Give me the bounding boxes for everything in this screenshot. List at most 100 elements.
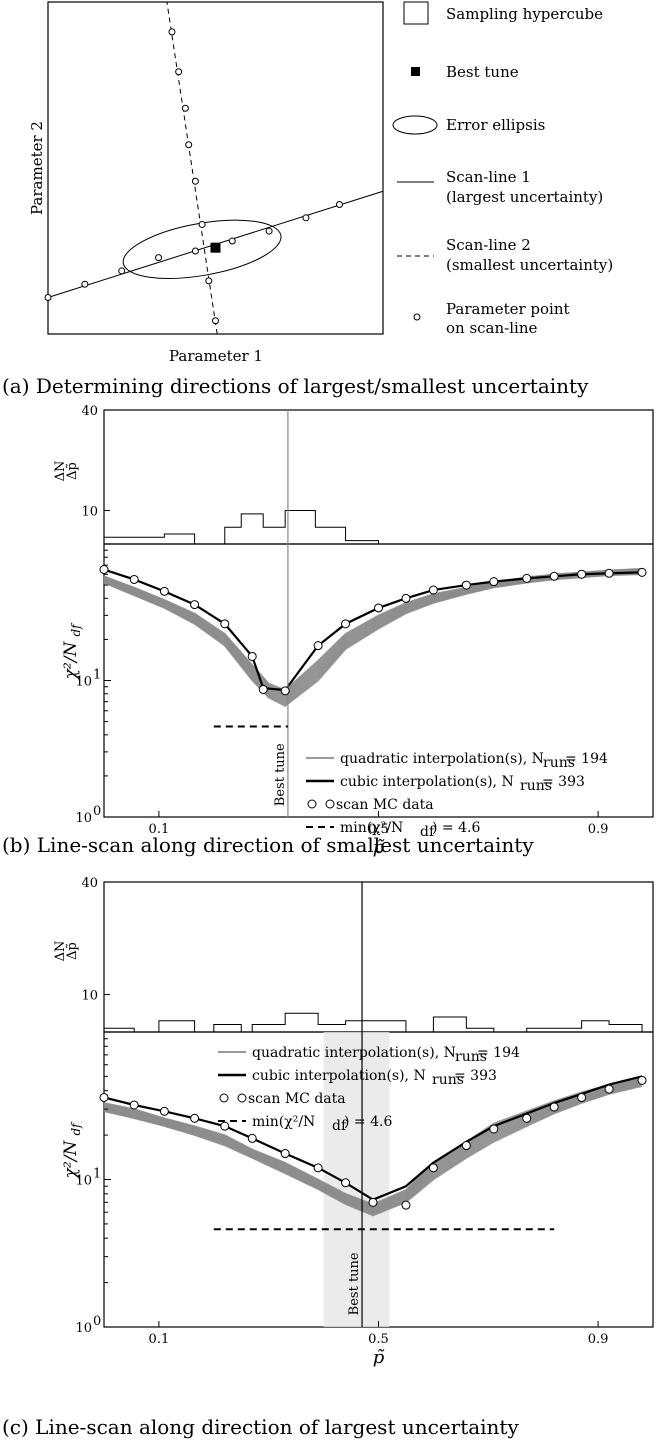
- y-tick-exponent: 0: [93, 1314, 101, 1329]
- histogram-outline: [103, 510, 379, 545]
- scan-mc-data-point: [247, 1133, 257, 1143]
- scan-line-1-point: [44, 293, 52, 301]
- legend-quadratic-label: quadratic interpolation(s), N: [252, 1045, 456, 1061]
- scan-mc-data-point: [604, 1084, 614, 1094]
- legend-data-label: scan MC data: [336, 797, 434, 813]
- chi2-axis-label: χ²/N df: [61, 1121, 83, 1180]
- legend-data-label: scan MC data: [248, 1091, 346, 1107]
- scan-line-2-point: [181, 104, 189, 112]
- panel-b-caption: (b) Line-scan along direction of smalles…: [2, 833, 534, 857]
- y-tick-exponent: 0: [93, 804, 101, 819]
- legend-scan-line-1-sub: (largest uncertainty): [446, 188, 603, 206]
- hist-y-tick-label: 10: [81, 989, 98, 1004]
- scan-mc-data-point: [99, 1092, 109, 1102]
- legend-cubic-label: cubic interpolation(s), N: [252, 1068, 426, 1084]
- scan-mc-data-point: [604, 568, 614, 578]
- best-tune-label: Best tune: [273, 743, 288, 806]
- legend-data-symbol: [307, 799, 317, 809]
- scan-mc-data-point: [401, 593, 411, 603]
- scan-mc-data-point: [401, 1200, 411, 1210]
- legend-min-value: ) = 4.6: [432, 820, 480, 836]
- scan-mc-data-point: [280, 1149, 290, 1159]
- scan-mc-data-point: [280, 686, 290, 696]
- legend-parameter-point-sub: on scan-line: [446, 319, 537, 337]
- x-tick-label: 0.9: [588, 1332, 609, 1347]
- scan-mc-data-point: [341, 1178, 351, 1188]
- histogram-outline: [103, 1012, 643, 1033]
- legend-min-value: ) = 4.6: [344, 1114, 392, 1130]
- p-tilde-axis-label: p̃: [373, 1347, 385, 1368]
- quadratic-interpolation-line: [103, 567, 643, 692]
- y-tick-label: 10: [75, 811, 92, 826]
- legend-min-label: min(χ²/N: [340, 820, 403, 836]
- scan-line-2-point: [175, 68, 183, 76]
- legend-min-sub: df: [420, 824, 436, 840]
- quadratic-interpolation-line: [103, 571, 643, 702]
- legend-best-tune-symbol: [411, 67, 420, 76]
- panel-c-caption: (c) Line-scan along direction of largest…: [2, 1415, 519, 1439]
- quadratic-interpolation-line: [103, 570, 643, 700]
- scan-line-2-point: [205, 277, 213, 285]
- scan-mc-data-point: [368, 1197, 378, 1207]
- chi2-axis-label-text: χ²/N: [61, 641, 81, 681]
- scan-line-1-point: [81, 280, 89, 288]
- scan-mc-data-point: [549, 571, 559, 581]
- scan-line-1-point: [302, 214, 310, 222]
- p-tilde-axis-label: p̃: [373, 837, 385, 858]
- quadratic-interpolation-line: [103, 573, 643, 706]
- legend-quadratic-sub: runs: [543, 755, 575, 771]
- best-tune-marker: [210, 242, 221, 253]
- scan-line-1-point: [335, 201, 343, 209]
- scan-mc-data-point: [489, 1124, 499, 1134]
- legend-scan-line-2-title: Scan-line 2: [446, 236, 531, 254]
- histogram-frame: [103, 881, 654, 1033]
- y-tick-label: 10: [75, 1174, 92, 1189]
- scan-line-2-point: [185, 141, 193, 149]
- legend-ellipse-symbol: [392, 115, 438, 135]
- scan-mc-data-point: [549, 1102, 559, 1112]
- parameter-2-axis-label: Parameter 2: [28, 121, 46, 215]
- scan-mc-data-point: [190, 1113, 200, 1123]
- scan-mc-data-point: [190, 600, 200, 610]
- chi2-axis-label-sub: df: [69, 622, 83, 637]
- error-ellipse: [122, 219, 282, 279]
- scan-mc-data-point: [159, 586, 169, 596]
- best-tune-label: Best tune: [347, 1252, 362, 1315]
- quadratic-interpolation-line: [103, 572, 643, 705]
- quadratic-interpolation-line: [103, 571, 643, 703]
- legend-cubic-sub: runs: [520, 778, 552, 794]
- scan-mc-data-point: [220, 1121, 230, 1131]
- scan-mc-data-point: [159, 1106, 169, 1116]
- scan-line-1-point: [265, 227, 273, 235]
- scan-mc-data-point: [258, 684, 268, 694]
- y-tick-exponent: 1: [93, 668, 101, 683]
- scan-mc-data-point: [99, 565, 109, 575]
- hist-y-label-num: ΔN: [53, 941, 68, 962]
- legend-parameter-point-symbol: [413, 313, 421, 321]
- x-tick-label: 0.1: [149, 822, 170, 837]
- x-tick-label: 0.5: [368, 1332, 389, 1347]
- scan-mc-data-point: [637, 567, 647, 577]
- parameter-1-axis-label: Parameter 1: [169, 347, 263, 365]
- legend-ellipse-label: Error ellipsis: [446, 116, 545, 134]
- scan-line-1-point: [118, 267, 126, 275]
- quadratic-interpolation-line: [103, 572, 643, 704]
- hist-y-label-den: Δp̃: [65, 942, 80, 960]
- parameter-plot-frame: [47, 1, 384, 335]
- scan-mc-data-point: [220, 619, 230, 629]
- legend-min-label: min(χ²/N: [252, 1114, 315, 1130]
- legend-quadratic-value: = 194: [565, 751, 608, 767]
- scan-mc-data-point: [428, 585, 438, 595]
- x-tick-label: 0.5: [368, 822, 389, 837]
- scan-mc-data-point: [461, 1141, 471, 1151]
- scan-mc-data-point: [341, 619, 351, 629]
- scan-line-1-point: [155, 254, 163, 262]
- legend-hypercube-symbol: [403, 1, 429, 25]
